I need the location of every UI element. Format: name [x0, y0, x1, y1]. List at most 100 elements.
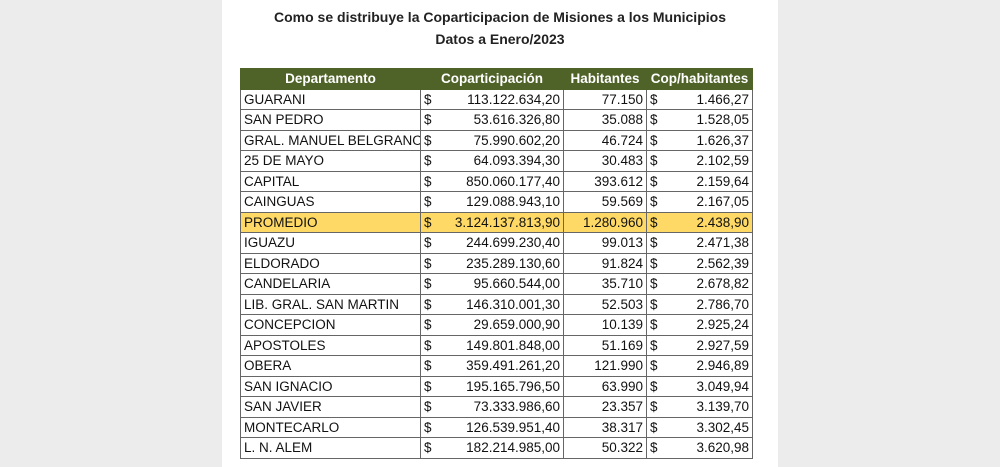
cell: GUARANI — [240, 88, 421, 110]
table-row: GRAL. MANUEL BELGRANO $75.990.602,20 46.72… — [240, 129, 754, 151]
cell: $ — [420, 355, 443, 377]
cell: 149.801.848,00 — [442, 334, 565, 356]
header-row: Departamento Coparticipación Habitantes … — [240, 68, 754, 90]
column-header: Cop/habitantes — [646, 68, 754, 90]
table-row: CAPITAL $850.060.177,40 393.612 $2.159,64 — [240, 170, 754, 192]
cell: 3.049,94 — [666, 375, 754, 397]
cell: 52.503 — [563, 293, 648, 315]
cell: 29.659.000,90 — [442, 314, 565, 336]
table-row: GUARANI $113.122.634,20 77.150 $1.466,27 — [240, 88, 754, 110]
cell: $ — [420, 252, 443, 274]
cell: 244.699.230,40 — [442, 232, 565, 254]
table-row: SAN PEDRO $53.616.326,80 35.088 $1.528,05 — [240, 109, 754, 131]
cell: 91.824 — [563, 252, 648, 274]
table-row: CANDELARIA $95.660.544,00 35.710 $2.678,82 — [240, 273, 754, 295]
cell: $ — [646, 88, 667, 110]
cell: 10.139 — [563, 314, 648, 336]
panel: Como se distribuye la Coparticipacion de… — [222, 0, 778, 467]
cell: 2.678,82 — [666, 273, 754, 295]
cell: CANDELARIA — [240, 273, 421, 295]
table-row: ELDORADO $235.289.130,60 91.824 $2.562,39 — [240, 252, 754, 274]
cell: $ — [646, 211, 667, 233]
cell: $ — [420, 109, 443, 131]
table-row: SAN JAVIER $73.333.986,60 23.357 $3.139,70 — [240, 396, 754, 418]
cell: 393.612 — [563, 170, 648, 192]
cell: LIB. GRAL. SAN MARTIN — [240, 293, 421, 315]
cell: MONTECARLO — [240, 416, 421, 438]
cell: SAN JAVIER — [240, 396, 421, 418]
cell: 38.317 — [563, 416, 648, 438]
cell: APOSTOLES — [240, 334, 421, 356]
cell: SAN PEDRO — [240, 109, 421, 131]
cell: 129.088.943,10 — [442, 191, 565, 213]
cell: $ — [646, 314, 667, 336]
cell: $ — [646, 273, 667, 295]
cell: OBERA — [240, 355, 421, 377]
cell: $ — [646, 109, 667, 131]
cell: 3.620,98 — [666, 437, 754, 459]
cell: 77.150 — [563, 88, 648, 110]
cell: ELDORADO — [240, 252, 421, 274]
cell: $ — [420, 396, 443, 418]
cell: CAINGUAS — [240, 191, 421, 213]
cell: $ — [420, 191, 443, 213]
cell: $ — [420, 334, 443, 356]
cell: $ — [420, 170, 443, 192]
cell: $ — [646, 191, 667, 213]
cell: $ — [646, 232, 667, 254]
cell: 50.322 — [563, 437, 648, 459]
table-row: PROMEDIO $3.124.137.813,90 1.280.960 $2.438… — [240, 211, 754, 233]
cell: 46.724 — [563, 129, 648, 151]
cell: $ — [646, 293, 667, 315]
table-row: 25 DE MAYO $64.093.394,30 30.483 $2.102,59 — [240, 150, 754, 172]
cell: $ — [420, 88, 443, 110]
cell: 850.060.177,40 — [442, 170, 565, 192]
cell: $ — [646, 396, 667, 418]
table-row: CONCEPCION $29.659.000,90 10.139 $2.925,24 — [240, 314, 754, 336]
cell: CAPITAL — [240, 170, 421, 192]
cell: 23.357 — [563, 396, 648, 418]
cell: 63.990 — [563, 375, 648, 397]
cell: $ — [646, 437, 667, 459]
cell: SAN IGNACIO — [240, 375, 421, 397]
cell: 195.165.796,50 — [442, 375, 565, 397]
cell: 2.925,24 — [666, 314, 754, 336]
cell: 1.466,27 — [666, 88, 754, 110]
column-header: Departamento — [240, 68, 421, 90]
cell: 95.660.544,00 — [442, 273, 565, 295]
cell: 25 DE MAYO — [240, 150, 421, 172]
cell: 99.013 — [563, 232, 648, 254]
cell: 1.528,05 — [666, 109, 754, 131]
cell: $ — [420, 150, 443, 172]
cell: 1.626,37 — [666, 129, 754, 151]
cell: CONCEPCION — [240, 314, 421, 336]
subtitle: Datos a Enero/2023 — [435, 31, 565, 47]
column-header: Coparticipación — [419, 68, 565, 90]
cell: $ — [420, 129, 443, 151]
cell: 75.990.602,20 — [442, 129, 565, 151]
cell: $ — [646, 416, 667, 438]
cell: 3.124.137.813,90 — [442, 211, 565, 233]
cell: 51.169 — [563, 334, 648, 356]
cell: 2.102,59 — [666, 150, 754, 172]
cell: 113.122.634,20 — [442, 88, 565, 110]
table-row: L. N. ALEM $182.214.985,00 50.322 $3.620,98 — [240, 437, 754, 459]
cell: 2.946,89 — [666, 355, 754, 377]
cell: $ — [420, 314, 443, 336]
cell: 121.990 — [563, 355, 648, 377]
cell: 2.786,70 — [666, 293, 754, 315]
cell: $ — [646, 150, 667, 172]
cell: GRAL. MANUEL BELGRANO — [240, 129, 421, 151]
cell: 3.139,70 — [666, 396, 754, 418]
cell: 182.214.985,00 — [442, 437, 565, 459]
cell: $ — [420, 273, 443, 295]
cell: $ — [646, 129, 667, 151]
title: Como se distribuye la Coparticipacion de… — [274, 9, 726, 25]
cell: $ — [646, 375, 667, 397]
cell: 59.569 — [563, 191, 648, 213]
table-row: OBERA $359.491.261,20 121.990 $2.946,89 — [240, 355, 754, 377]
cell: $ — [420, 437, 443, 459]
cell: 73.333.986,60 — [442, 396, 565, 418]
cell: 146.310.001,30 — [442, 293, 565, 315]
table-row: MONTECARLO $126.539.951,40 38.317 $3.302,45 — [240, 416, 754, 438]
